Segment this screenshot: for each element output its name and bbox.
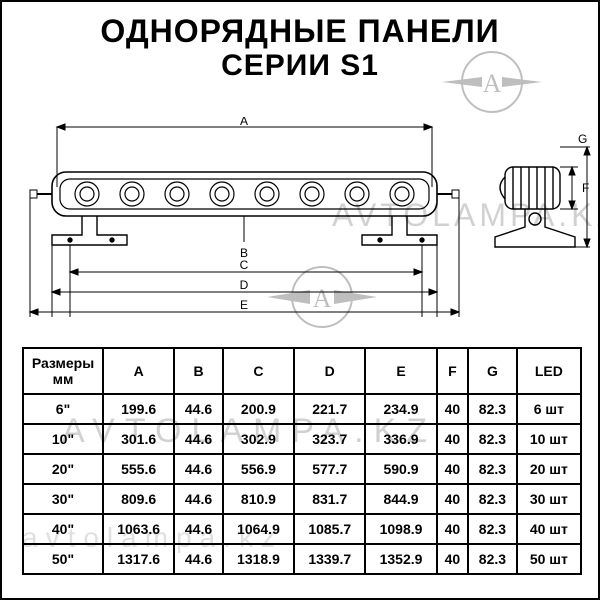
dim-label-F: F — [582, 181, 589, 195]
table-cell: 44.6 — [174, 394, 223, 424]
table-cell: 10 шт — [517, 424, 581, 454]
table-row: 50"1317.644.61318.91339.71352.94082.350 … — [23, 544, 581, 574]
table-cell: 44.6 — [174, 484, 223, 514]
row-label: 30" — [23, 484, 103, 514]
table-cell: 82.3 — [468, 514, 517, 544]
table-row: 30"809.644.6810.9831.7844.94082.330 шт — [23, 484, 581, 514]
table-cell: 809.6 — [103, 484, 174, 514]
table-cell: 1318.9 — [223, 544, 294, 574]
table-cell: 336.9 — [365, 424, 436, 454]
table-cell: 302.9 — [223, 424, 294, 454]
col-header-D: D — [294, 348, 365, 394]
col-header-C: C — [223, 348, 294, 394]
table-cell: 44.6 — [174, 454, 223, 484]
table-cell: 82.3 — [468, 424, 517, 454]
table-cell: 577.7 — [294, 454, 365, 484]
front-view: B — [30, 172, 459, 260]
dim-label-G: G — [578, 132, 587, 146]
table-cell: 82.3 — [468, 544, 517, 574]
row-label: 6" — [23, 394, 103, 424]
table-cell: 30 шт — [517, 484, 581, 514]
table-cell: 200.9 — [223, 394, 294, 424]
row-label: 10" — [23, 424, 103, 454]
table-row: 6"199.644.6200.9221.7234.94082.36 шт — [23, 394, 581, 424]
dim-label-D: D — [240, 278, 249, 292]
table-cell: 844.9 — [365, 484, 436, 514]
table-cell: 1063.6 — [103, 514, 174, 544]
dim-label-A: A — [240, 117, 248, 128]
table-row: 20"555.644.6556.9577.7590.94082.320 шт — [23, 454, 581, 484]
col-header-LED: LED — [517, 348, 581, 394]
table-cell: 20 шт — [517, 454, 581, 484]
table-cell: 44.6 — [174, 514, 223, 544]
col-header-G: G — [468, 348, 517, 394]
dim-label-E: E — [240, 298, 248, 312]
table-cell: 40 — [437, 454, 469, 484]
title-line-2: СЕРИИ S1 — [2, 49, 598, 82]
dim-label-C: C — [240, 258, 249, 272]
col-header-B: B — [174, 348, 223, 394]
dimensions-table: Размеры мм A B C D E F G LED 6"199.644.6… — [22, 347, 582, 575]
table-cell: 221.7 — [294, 394, 365, 424]
table-cell: 199.6 — [103, 394, 174, 424]
table-cell: 82.3 — [468, 454, 517, 484]
table-cell: 1098.9 — [365, 514, 436, 544]
table-cell: 40 — [437, 394, 469, 424]
table-cell: 40 шт — [517, 514, 581, 544]
table-cell: 44.6 — [174, 544, 223, 574]
row-label: 20" — [23, 454, 103, 484]
page-title: ОДНОРЯДНЫЕ ПАНЕЛИ СЕРИИ S1 — [2, 14, 598, 82]
table-header-row: Размеры мм A B C D E F G LED — [23, 348, 581, 394]
col-header-size: Размеры мм — [23, 348, 103, 394]
page-container: ОДНОРЯДНЫЕ ПАНЕЛИ СЕРИИ S1 A A — [0, 0, 600, 600]
table-cell: 82.3 — [468, 394, 517, 424]
row-label: 50" — [23, 544, 103, 574]
col-header-F: F — [437, 348, 469, 394]
table-cell: 1317.6 — [103, 544, 174, 574]
table-cell: 831.7 — [294, 484, 365, 514]
table-row: 10"301.644.6302.9323.7336.94082.310 шт — [23, 424, 581, 454]
col-header-E: E — [365, 348, 436, 394]
table-cell: 1064.9 — [223, 514, 294, 544]
table-cell: 323.7 — [294, 424, 365, 454]
table-cell: 40 — [437, 424, 469, 454]
table-cell: 555.6 — [103, 454, 174, 484]
table-row: 40"1063.644.61064.91085.71098.94082.340 … — [23, 514, 581, 544]
table-cell: 590.9 — [365, 454, 436, 484]
col-header-A: A — [103, 348, 174, 394]
side-view: F G — [495, 132, 590, 247]
table-cell: 6 шт — [517, 394, 581, 424]
table-cell: 44.6 — [174, 424, 223, 454]
dimensions-table-wrap: Размеры мм A B C D E F G LED 6"199.644.6… — [22, 347, 582, 575]
title-line-1: ОДНОРЯДНЫЕ ПАНЕЛИ — [2, 14, 598, 49]
table-cell: 301.6 — [103, 424, 174, 454]
table-cell: 40 — [437, 484, 469, 514]
table-cell: 556.9 — [223, 454, 294, 484]
table-cell: 234.9 — [365, 394, 436, 424]
table-cell: 40 — [437, 544, 469, 574]
table-cell: 1085.7 — [294, 514, 365, 544]
table-cell: 1339.7 — [294, 544, 365, 574]
engineering-diagram: A — [12, 117, 592, 327]
table-cell: 1352.9 — [365, 544, 436, 574]
table-cell: 50 шт — [517, 544, 581, 574]
table-cell: 810.9 — [223, 484, 294, 514]
table-cell: 40 — [437, 514, 469, 544]
table-cell: 82.3 — [468, 484, 517, 514]
row-label: 40" — [23, 514, 103, 544]
